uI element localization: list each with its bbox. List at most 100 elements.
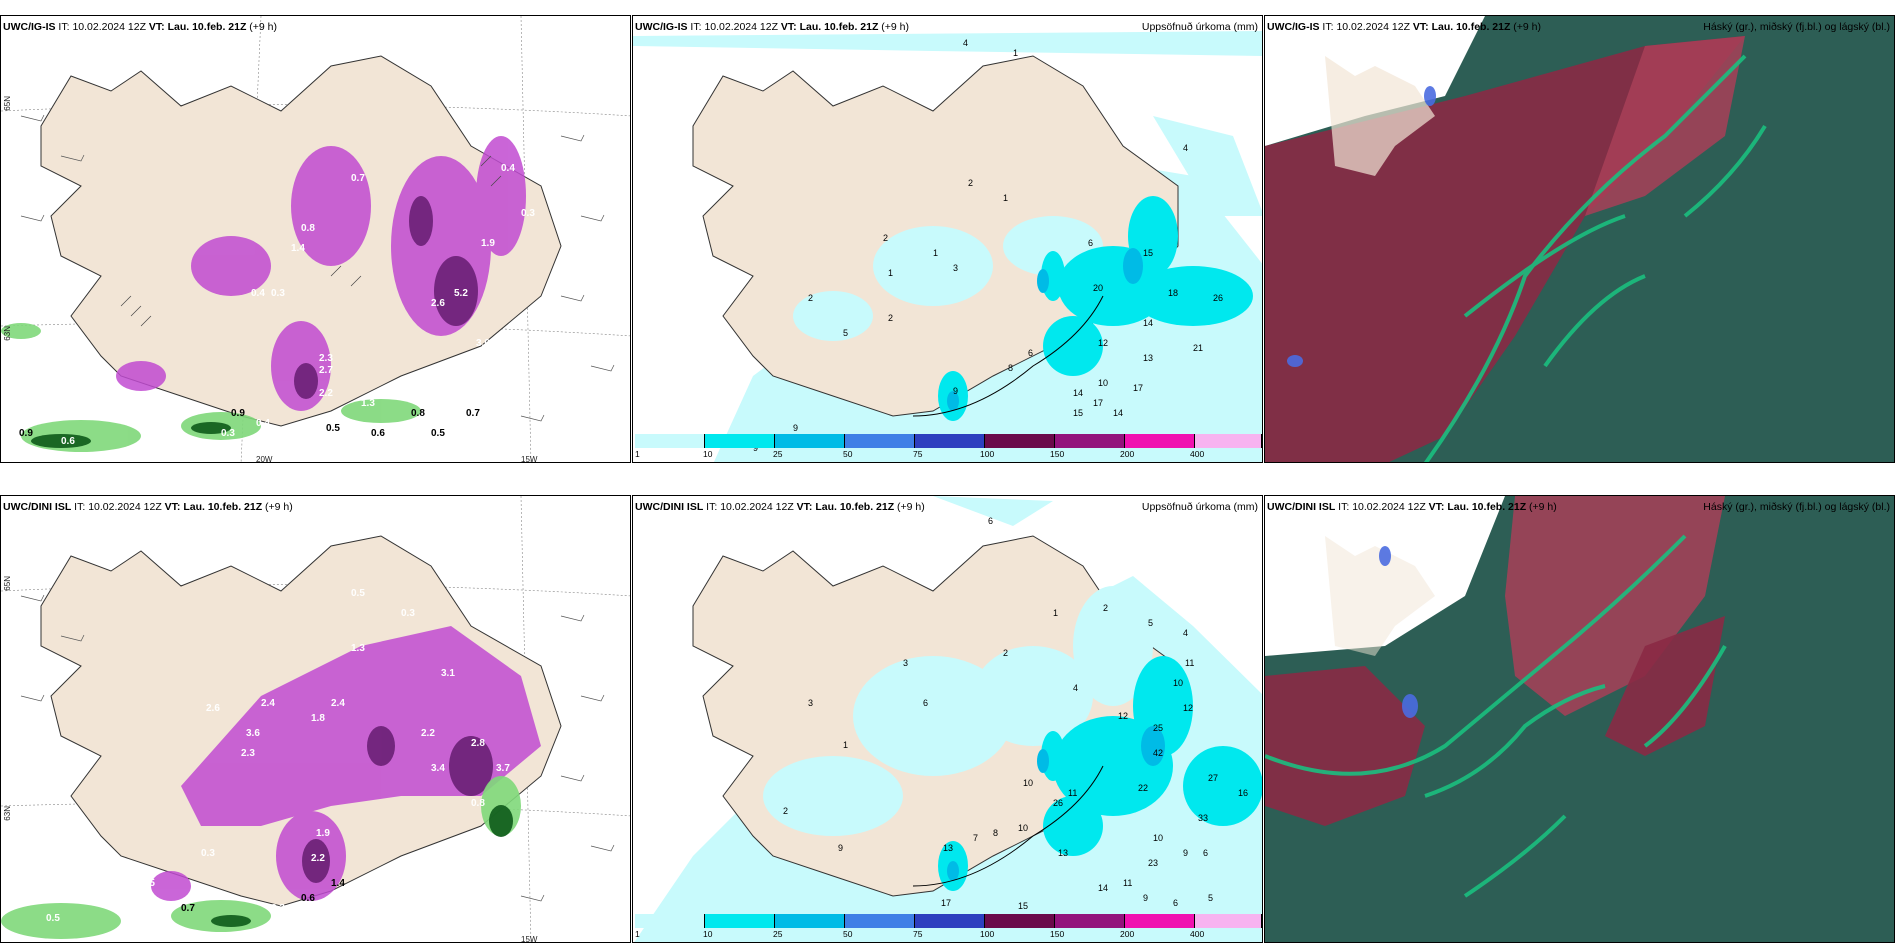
panel-title: Uppsöfnuð úrkoma (mm) [1141, 501, 1258, 513]
svg-text:0.6: 0.6 [301, 893, 315, 904]
svg-text:0.4: 0.4 [481, 548, 495, 559]
svg-text:6: 6 [1203, 848, 1208, 858]
svg-text:21: 21 [1193, 343, 1203, 353]
svg-text:0.5: 0.5 [46, 913, 60, 924]
lat-label: 63N [3, 326, 12, 341]
panel-top-mid: 4 1 2 1 4 6 15 20 18 26 21 14 13 12 10 1… [632, 15, 1263, 463]
lon-label: 15W [521, 935, 538, 943]
svg-text:1: 1 [888, 268, 893, 278]
precip-values: 5.2 3.0 1.9 2.6 2.3 2.7 2.2 1.4 0.8 0.7 … [19, 163, 535, 447]
svg-text:33: 33 [1198, 813, 1208, 823]
svg-text:2: 2 [888, 313, 893, 323]
svg-text:0.8: 0.8 [411, 408, 425, 419]
svg-text:1.4: 1.4 [331, 878, 345, 889]
panel-bottom-right: UWC/DINI ISL IT: 10.02.2024 12Z VT: Lau.… [1264, 495, 1895, 943]
precip-color-scale: 1 10 25 50 75 100 150 200 400 [635, 914, 1262, 940]
svg-text:2: 2 [783, 806, 788, 816]
scale-tick: 200 [1120, 449, 1135, 459]
svg-text:6: 6 [923, 698, 928, 708]
svg-text:6: 6 [1028, 348, 1033, 358]
svg-text:26: 26 [1053, 798, 1063, 808]
svg-text:4: 4 [963, 38, 968, 48]
svg-text:20: 20 [1093, 283, 1103, 293]
svg-text:13: 13 [943, 843, 953, 853]
svg-text:6: 6 [1088, 238, 1093, 248]
svg-text:0.5: 0.5 [351, 588, 365, 599]
svg-text:0.5: 0.5 [326, 423, 340, 434]
scale-tick: 1 [635, 929, 640, 939]
scale-tick: 10 [703, 449, 713, 459]
lon-label: 20W [256, 455, 273, 463]
svg-text:9: 9 [753, 443, 758, 453]
lat-label: 65N [3, 576, 12, 591]
svg-text:3.6: 3.6 [246, 728, 260, 739]
svg-text:42: 42 [1153, 748, 1163, 758]
scale-tick: 50 [843, 929, 853, 939]
svg-text:16: 16 [1238, 788, 1248, 798]
svg-text:0.7: 0.7 [181, 903, 195, 914]
panel-header: UWC/DINI ISL IT: 10.02.2024 12Z VT: Lau.… [1267, 501, 1557, 513]
svg-text:0.6: 0.6 [61, 436, 75, 447]
svg-text:1: 1 [933, 248, 938, 258]
svg-text:0.5: 0.5 [431, 428, 445, 439]
svg-text:3: 3 [808, 698, 813, 708]
svg-text:2.2: 2.2 [311, 853, 325, 864]
svg-text:2: 2 [1003, 648, 1008, 658]
svg-text:1.9: 1.9 [481, 238, 495, 249]
svg-text:15: 15 [1073, 408, 1083, 418]
svg-text:0.4: 0.4 [501, 558, 515, 569]
svg-text:4: 4 [1073, 683, 1078, 693]
svg-text:0.3: 0.3 [271, 288, 285, 299]
scale-tick: 25 [773, 929, 783, 939]
svg-text:1.3: 1.3 [361, 398, 375, 409]
svg-text:1.8: 1.8 [311, 713, 325, 724]
svg-text:2: 2 [883, 233, 888, 243]
svg-text:11: 11 [1123, 878, 1132, 888]
svg-text:25: 25 [1153, 723, 1163, 733]
svg-text:13: 13 [1143, 353, 1153, 363]
svg-text:1: 1 [1053, 608, 1058, 618]
svg-text:5: 5 [843, 328, 848, 338]
scale-tick: 400 [1190, 449, 1205, 459]
svg-text:17: 17 [1133, 383, 1143, 393]
svg-text:2: 2 [968, 178, 973, 188]
svg-text:2.2: 2.2 [319, 388, 333, 399]
svg-text:17: 17 [941, 898, 951, 908]
svg-text:7: 7 [973, 833, 978, 843]
scale-tick: 75 [913, 449, 923, 459]
svg-text:1: 1 [843, 740, 848, 750]
svg-text:27: 27 [1208, 773, 1218, 783]
svg-text:3: 3 [953, 263, 958, 273]
svg-text:14: 14 [1143, 318, 1153, 328]
svg-text:10: 10 [1023, 778, 1033, 788]
svg-text:0.9: 0.9 [19, 428, 33, 439]
panel-bottom-mid: 6 1 2 5 4 11 10 12 12 25 42 27 16 22 33 … [632, 495, 1263, 943]
svg-text:2: 2 [808, 293, 813, 303]
svg-text:0.3: 0.3 [201, 848, 215, 859]
svg-text:4: 4 [1183, 143, 1188, 153]
svg-text:22: 22 [1138, 783, 1148, 793]
svg-text:0.6: 0.6 [371, 428, 385, 439]
svg-text:0.9: 0.9 [231, 408, 245, 419]
panel-title: Uppsöfnuð úrkoma (mm) [1141, 21, 1258, 33]
svg-text:5: 5 [1208, 893, 1213, 903]
scale-tick: 100 [980, 929, 995, 939]
svg-text:23: 23 [1148, 858, 1158, 868]
precip-color-scale: 1 10 25 50 75 100 150 200 400 [635, 434, 1262, 460]
svg-text:6: 6 [1173, 898, 1178, 908]
svg-text:12: 12 [1118, 711, 1128, 721]
scale-tick: 150 [1050, 449, 1065, 459]
svg-text:10: 10 [1153, 833, 1163, 843]
svg-text:2.2: 2.2 [421, 728, 435, 739]
svg-text:9: 9 [793, 423, 798, 433]
svg-text:2.6: 2.6 [431, 298, 445, 309]
svg-text:0.4: 0.4 [501, 163, 515, 174]
svg-text:0.4: 0.4 [256, 418, 270, 429]
svg-text:13: 13 [1058, 848, 1068, 858]
svg-text:10: 10 [1173, 678, 1183, 688]
precip-values: 6 1 2 5 4 11 10 12 12 25 42 27 16 22 33 … [783, 516, 1248, 911]
svg-text:2: 2 [1103, 603, 1108, 613]
svg-text:9: 9 [838, 843, 843, 853]
scale-tick: 75 [913, 929, 923, 939]
svg-text:3.7: 3.7 [496, 763, 510, 774]
